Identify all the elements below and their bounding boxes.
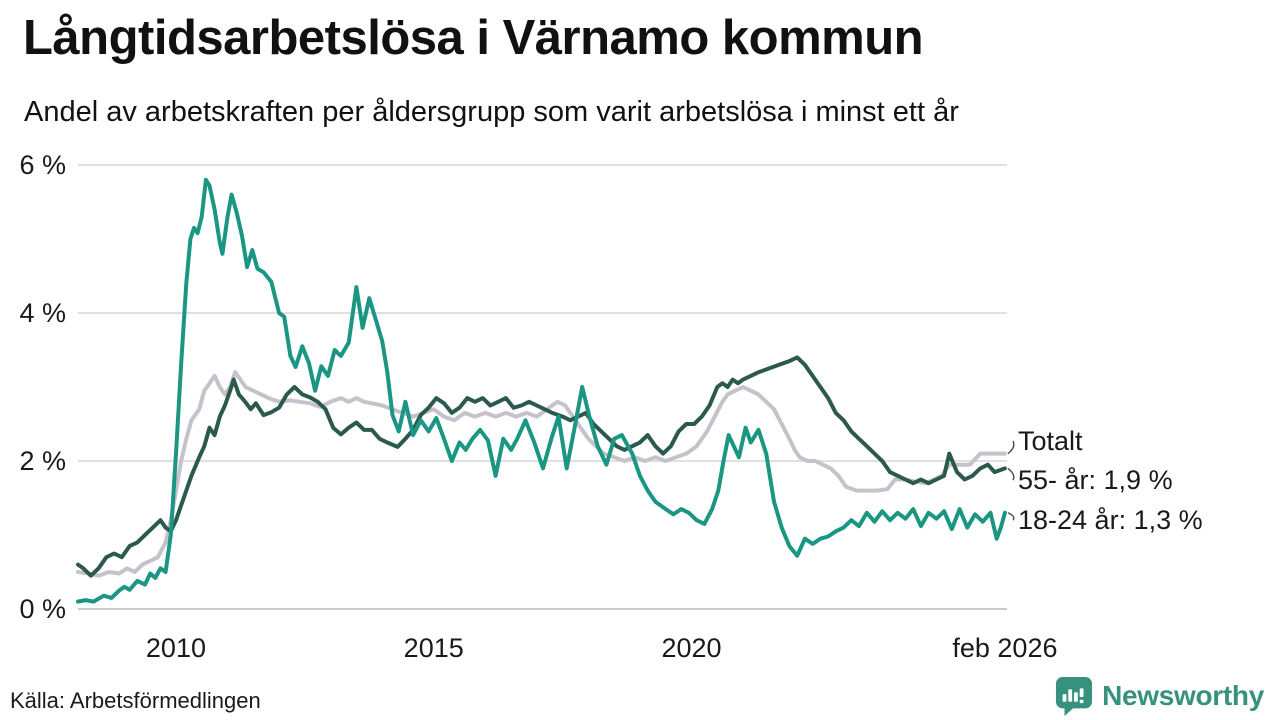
- newsworthy-icon: [1055, 676, 1093, 716]
- series-end-label-55-år: 55- år: 1,9 %: [1018, 465, 1173, 495]
- x-tick-label: 2015: [404, 633, 464, 663]
- source-note: Källa: Arbetsförmedlingen: [10, 688, 261, 713]
- label-leader-18-24-år: [1007, 512, 1015, 521]
- page-title: Långtidsarbetslösa i Värnamo kommun: [23, 11, 924, 65]
- series-end-label-18-24-år: 18-24 år: 1,3 %: [1018, 505, 1203, 535]
- x-tick-label: 2010: [146, 633, 206, 663]
- y-tick-label: 2 %: [19, 446, 66, 476]
- series-line-18-24-år: [76, 177, 1007, 604]
- chart-subtitle: Andel av arbetskraften per åldersgrupp s…: [24, 96, 959, 128]
- y-tick-label: 4 %: [19, 298, 66, 328]
- newsworthy-wordmark: Newsworthy: [1102, 680, 1264, 711]
- series-line-55-år: [76, 355, 1007, 578]
- x-tick-label: 2020: [661, 633, 721, 663]
- series-line-totalt: [76, 370, 1007, 578]
- label-leader-totalt: [1007, 440, 1015, 455]
- y-tick-label: 0 %: [19, 594, 66, 624]
- series-end-label-totalt: Totalt: [1018, 426, 1083, 456]
- y-tick-label: 6 %: [19, 150, 66, 180]
- label-leader-55-år: [1007, 467, 1015, 481]
- x-tick-label: feb 2026: [952, 633, 1057, 663]
- newsworthy-logo[interactable]: Newsworthy: [1055, 676, 1264, 716]
